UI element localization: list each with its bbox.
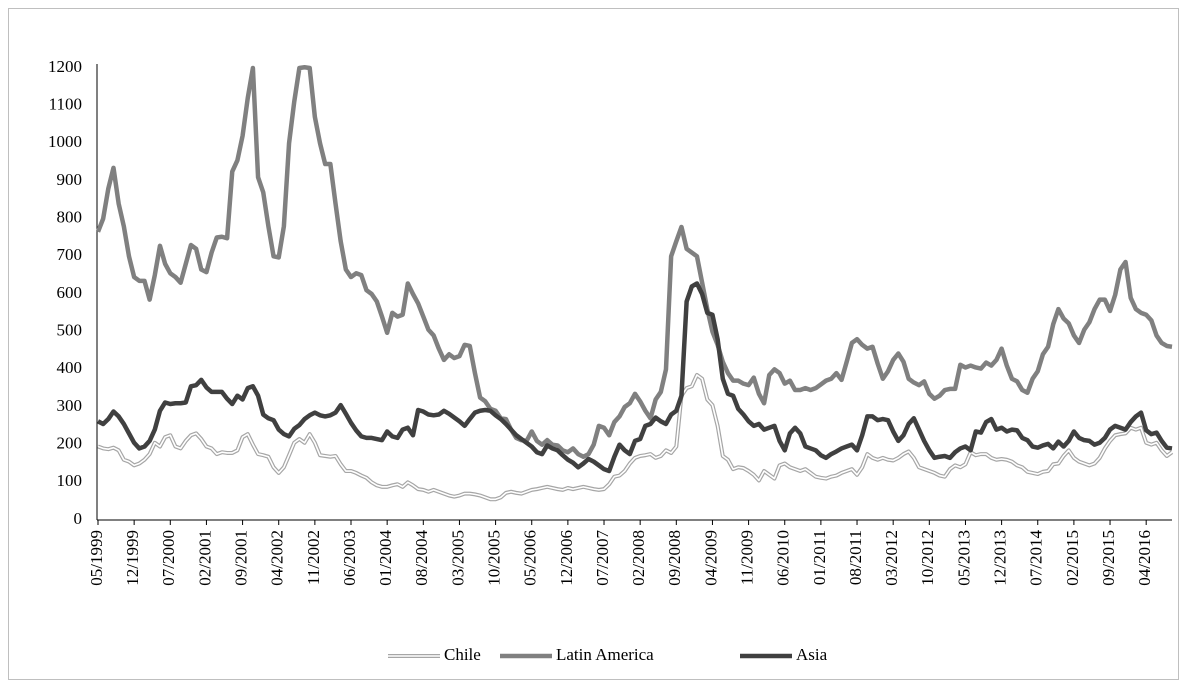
series-line [96, 281, 1173, 474]
y-tick-label: 200 [57, 434, 83, 453]
x-tick-label: 11/2002 [304, 530, 323, 585]
x-tick-label: 05/2006 [521, 530, 540, 586]
chart-border [8, 8, 1179, 680]
y-tick-label: 1200 [48, 57, 82, 76]
x-tick-label: 06/2003 [340, 530, 359, 586]
series-line [95, 65, 1173, 459]
x-tick-label: 08/2004 [412, 530, 431, 586]
y-tick-label: 800 [57, 208, 83, 227]
x-tick-label: 12/1999 [123, 530, 142, 586]
legend-label: Latin America [556, 645, 654, 664]
y-tick-label: 600 [57, 283, 83, 302]
x-tick-label: 10/2012 [918, 530, 937, 586]
x-tick-label: 04/2002 [268, 530, 287, 586]
x-tick-label: 03/2005 [448, 530, 467, 586]
x-tick-label: 01/2004 [376, 530, 395, 586]
x-tick-label: 02/2015 [1063, 530, 1082, 586]
x-tick-label: 12/2013 [991, 530, 1010, 586]
x-tick-label: 09/2001 [231, 530, 250, 586]
y-tick-label: 1000 [48, 132, 82, 151]
x-tick-label: 10/2005 [484, 530, 503, 586]
x-tick-label: 05/2013 [954, 530, 973, 586]
x-tick-label: 05/1999 [87, 530, 106, 586]
legend-label: Asia [796, 645, 828, 664]
x-tick-label: 04/2009 [701, 530, 720, 586]
y-tick-label: 700 [57, 245, 83, 264]
y-tick-label: 400 [57, 358, 83, 377]
x-tick-label: 12/2006 [557, 530, 576, 586]
series-line-inner [97, 374, 1173, 501]
x-tick-label: 08/2011 [846, 530, 865, 585]
x-tick-label: 09/2015 [1099, 530, 1118, 586]
y-tick-label: 1100 [49, 95, 82, 114]
x-tick-label: 11/2009 [738, 530, 757, 585]
x-tick-label: 07/2000 [159, 530, 178, 586]
x-tick-label: 04/2016 [1135, 530, 1154, 586]
x-tick-label: 02/2008 [629, 530, 648, 586]
x-tick-label: 03/2012 [882, 530, 901, 586]
x-tick-label: 09/2008 [665, 530, 684, 586]
y-tick-label: 0 [74, 509, 83, 528]
x-tick-label: 01/2011 [810, 530, 829, 585]
y-tick-label: 500 [57, 321, 83, 340]
x-tick-label: 02/2001 [195, 530, 214, 586]
x-tick-label: 07/2007 [593, 530, 612, 586]
y-tick-label: 100 [57, 471, 83, 490]
x-tick-label: 07/2014 [1027, 530, 1046, 586]
y-tick-label: 900 [57, 170, 83, 189]
y-tick-label: 300 [57, 396, 83, 415]
x-tick-label: 06/2010 [774, 530, 793, 586]
legend-label: Chile [444, 645, 481, 664]
